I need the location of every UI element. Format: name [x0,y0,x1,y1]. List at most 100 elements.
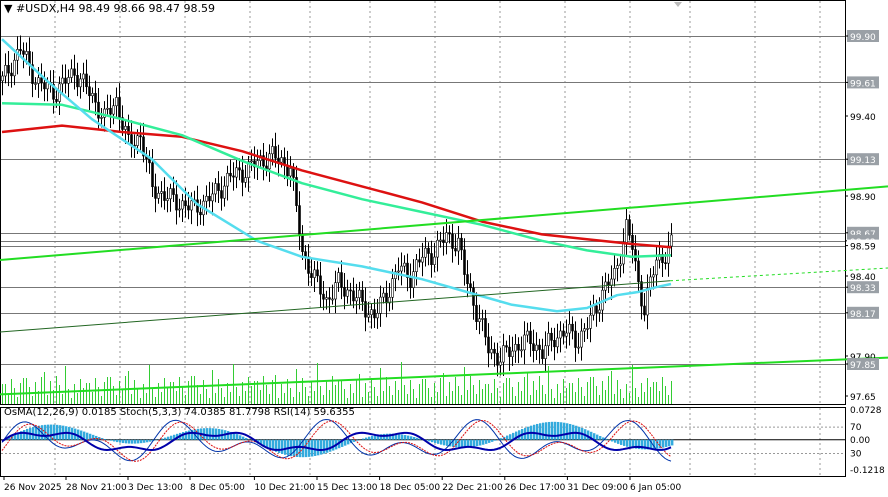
candle-body [307,256,310,274]
chart-title: ▼ #USDX,H4 98.49 98.66 98.47 98.59 [4,2,215,15]
candle-body [478,318,481,322]
candle-body [484,318,487,338]
osma-bar [599,436,602,440]
candle-body [631,234,634,250]
candle-body [247,161,250,178]
candle-body [316,269,319,277]
candle-body [376,313,379,319]
price-tick-label: 99.40 [850,113,876,123]
candle-body [313,269,316,278]
candle-body [610,278,613,286]
candle-body [370,309,373,316]
osma-bar [281,439,284,454]
osma-bar [110,439,113,441]
candle-body [472,287,475,306]
candle-body [157,192,160,199]
candle-body [322,293,325,300]
candle-body [31,64,34,84]
osma-bar [269,439,272,450]
osma-bar [482,439,485,445]
osc-label-zero: 0.00 [850,436,870,446]
osma-bar [380,434,383,440]
osma-bar [260,439,263,446]
osma-bar [167,436,170,440]
osma-bar [659,439,662,449]
candle-body [520,349,523,352]
candle-body [616,265,619,269]
osma-bar [557,421,560,440]
osma-bar [629,439,632,448]
osma-bar [518,430,521,440]
osma-bar [317,439,320,456]
trendline-dotted [669,267,888,282]
candle-body [637,260,640,282]
osma-bar [146,439,149,443]
candle-body [406,262,409,278]
symbol-arrow-icon: ▼ [4,2,13,15]
osma-bar [377,434,380,440]
osma-bar [320,439,323,455]
osma-bar [593,433,596,440]
price-tick-label: 98.40 [850,273,876,283]
candle-body [388,296,391,304]
candle-body [340,272,343,288]
candle-body [598,309,601,313]
osma-bar [467,439,470,448]
osma-bar [185,431,188,440]
candle-body [52,83,55,100]
time-tick-label: 22 Dec 21:00 [442,483,503,493]
osma-bar [353,439,356,442]
symbol-label: #USDX,H4 [15,2,75,15]
osma-bar [134,439,137,444]
candle-body [40,77,43,84]
osma-bar [638,439,641,450]
candle-body [577,346,580,349]
osma-bar [329,439,332,452]
candle-body [412,271,415,288]
time-tick-label: 8 Dec 05:00 [190,483,245,493]
time-tick-label: 26 Dec 17:00 [505,483,566,493]
candle-body [445,232,448,243]
candle-body [439,239,442,242]
candle-body [76,75,79,88]
osma-bar [140,439,143,444]
osma-bar [17,432,20,440]
osma-bar [491,439,494,442]
candle-body [34,83,37,85]
candle-body [262,155,265,167]
candle-body [229,172,232,177]
price-tick-label: 98.33 [850,284,876,294]
osma-bar [605,438,608,440]
osma-bar [548,421,551,440]
osma-bar [206,428,209,440]
osma-bar [341,439,344,447]
osma-bar [245,437,248,440]
osma-bar [536,423,539,440]
osma-bar [392,433,395,440]
candle-body [367,314,370,318]
osma-bar [404,435,407,440]
osma-bar [275,439,278,452]
candle-body [466,274,469,285]
candle-body [127,125,130,135]
candle-body [652,274,655,278]
osma-bar [326,439,329,453]
candle-body [250,160,253,163]
osma-bar [218,428,221,440]
osma-bar [479,439,482,446]
osc-label-70: 70 [850,423,862,433]
candle-body [118,97,121,118]
candle-body [670,234,673,247]
candle-body [13,59,16,77]
candle-body [190,200,193,211]
osma-bar [278,439,281,453]
candle-body [274,146,277,159]
candle-body [493,348,496,354]
osma-bar [656,439,659,449]
candle-body [1,75,4,82]
candle-body [403,262,406,267]
osma-bar [8,436,11,440]
candle-body [463,249,466,275]
candle-body [448,232,451,235]
